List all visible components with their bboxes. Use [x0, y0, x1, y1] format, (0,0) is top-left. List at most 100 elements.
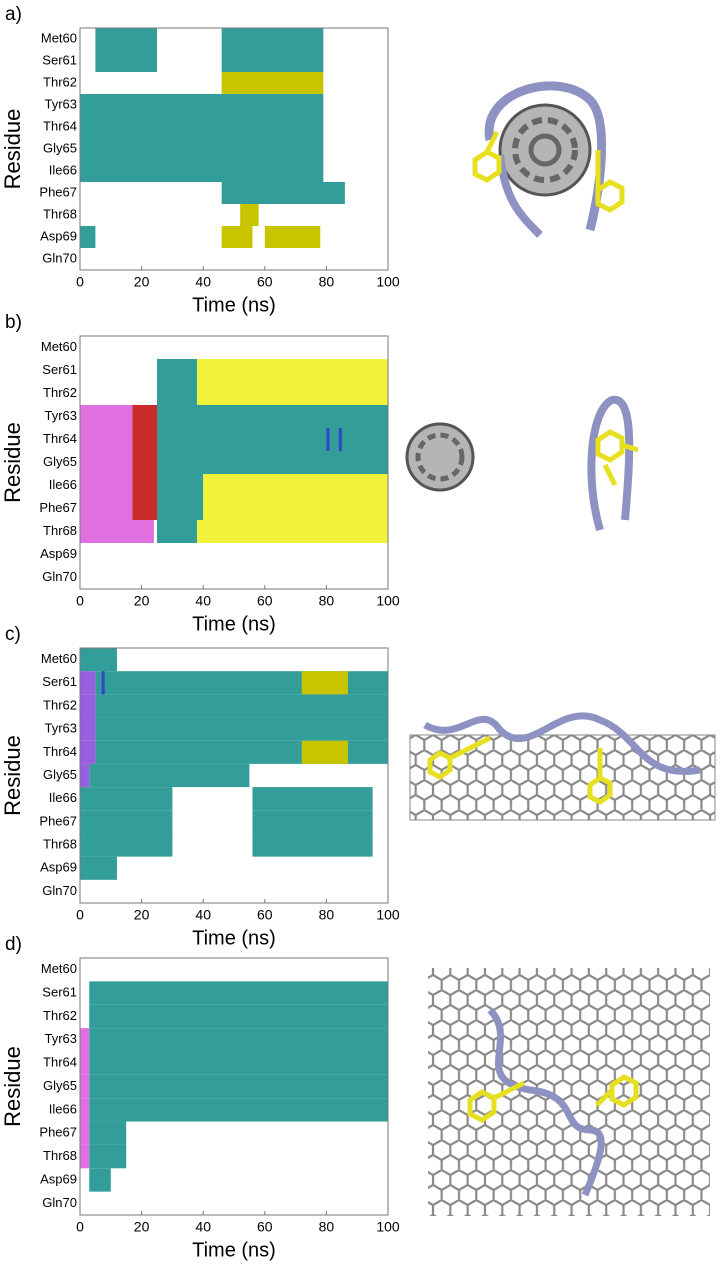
panel-label: a): [5, 4, 22, 25]
y-tick-label: Ile66: [49, 162, 77, 177]
structure-segment: [80, 1074, 90, 1099]
structure-segment: [89, 1168, 111, 1192]
y-tick-label: Ile66: [49, 790, 77, 805]
y-tick-label: Ser61: [42, 984, 77, 999]
structure-segment: [80, 1098, 90, 1122]
structure-segment: [80, 763, 90, 788]
structure-segment: [101, 671, 105, 695]
x-tick-label: 0: [76, 907, 84, 923]
structure-segment: [80, 671, 96, 695]
structure-segment: [80, 451, 133, 474]
structure-segment: [326, 428, 330, 451]
x-tick-label: 40: [195, 593, 211, 609]
x-tick-label: 20: [134, 593, 150, 609]
molecule-a: [472, 81, 625, 238]
structure-segment: [89, 763, 250, 788]
x-tick-label: 100: [376, 593, 400, 609]
y-tick-label: Phe67: [39, 500, 77, 515]
structure-segment: [157, 474, 204, 497]
structure-segment: [252, 833, 373, 857]
y-tick-label: Gly65: [43, 767, 77, 782]
structure-segment: [132, 451, 157, 474]
y-tick-label: Thr62: [43, 385, 77, 400]
structure-segment: [197, 359, 388, 382]
x-tick-label: 100: [376, 1219, 400, 1235]
y-tick-label: Gln70: [42, 250, 77, 265]
structure-segment: [80, 717, 96, 741]
x-axis-label: Time (ns): [192, 613, 276, 635]
y-tick-label: Thr68: [43, 1148, 77, 1163]
plot-frame: [79, 335, 389, 590]
x-tick-label: 20: [134, 274, 150, 290]
molecule-b: [405, 395, 639, 532]
structure-segment: [89, 1028, 389, 1052]
structure-segment: [132, 428, 157, 451]
y-tick-label: Ser61: [42, 52, 77, 67]
structure-segment: [80, 520, 154, 543]
structure-segment: [80, 497, 133, 520]
structure-segment: [157, 520, 198, 543]
structure-segment: [80, 856, 117, 880]
y-tick-label: Thr64: [43, 744, 77, 759]
structure-segment: [80, 94, 324, 116]
structure-segment: [157, 451, 388, 474]
structure-segment: [80, 648, 117, 672]
y-tick-label: Tyr63: [44, 408, 77, 423]
y-tick-label: Gln70: [42, 569, 77, 584]
x-tick-label: 80: [319, 593, 335, 609]
x-tick-label: 20: [134, 907, 150, 923]
structure-segment: [89, 1121, 127, 1145]
structure-segment: [203, 474, 388, 497]
y-tick-label: Asp69: [40, 228, 77, 243]
structure-segment: [80, 474, 133, 497]
y-tick-label: Thr64: [43, 431, 77, 446]
structure-segment: [80, 740, 96, 764]
structure-segment: [95, 28, 157, 50]
structure-segment: [132, 497, 157, 520]
y-tick-label: Gly65: [43, 140, 77, 155]
y-tick-label: Asp69: [40, 1171, 77, 1186]
structure-segment: [221, 182, 345, 204]
structure-segment: [89, 1144, 127, 1169]
structure-segment: [80, 833, 173, 857]
y-tick-label: Asp69: [40, 860, 77, 875]
x-axis-label: Time (ns): [192, 294, 276, 316]
structure-segment: [301, 671, 348, 695]
y-tick-label: Met60: [41, 30, 77, 45]
structure-segment: [80, 1144, 90, 1169]
y-tick-label: Ser61: [42, 674, 77, 689]
structure-segment: [80, 1028, 90, 1052]
structure-segment: [264, 226, 321, 248]
y-tick-label: Asp69: [40, 546, 77, 561]
x-tick-label: 20: [134, 1219, 150, 1235]
structure-segment: [89, 1051, 389, 1075]
structure-segment: [157, 405, 388, 428]
y-tick-label: Met60: [41, 339, 77, 354]
y-tick-label: Met60: [41, 651, 77, 666]
x-tick-label: 40: [195, 274, 211, 290]
structure-segment: [203, 497, 388, 520]
structure-segment: [197, 382, 388, 405]
y-tick-label: Ile66: [49, 1101, 77, 1116]
y-tick-label: Tyr63: [44, 1031, 77, 1046]
x-tick-label: 40: [195, 1219, 211, 1235]
x-axis-label: Time (ns): [192, 927, 276, 949]
x-tick-label: 60: [257, 274, 273, 290]
structure-segment: [338, 428, 342, 451]
structure-segment: [80, 226, 96, 248]
y-tick-label: Thr68: [43, 206, 77, 221]
structure-segment: [80, 116, 324, 138]
structure-segment: [80, 138, 324, 160]
panel-label: c): [5, 624, 21, 645]
structure-segment: [157, 497, 204, 520]
structure-segment: [80, 1051, 90, 1075]
plot-frame: [79, 957, 389, 1216]
y-tick-label: Phe67: [39, 184, 77, 199]
x-tick-label: 80: [319, 907, 335, 923]
y-tick-label: Tyr63: [44, 721, 77, 736]
y-tick-label: Thr62: [43, 1008, 77, 1023]
molecule-d: [428, 968, 710, 1216]
x-tick-label: 40: [195, 907, 211, 923]
y-tick-label: Thr62: [43, 74, 77, 89]
